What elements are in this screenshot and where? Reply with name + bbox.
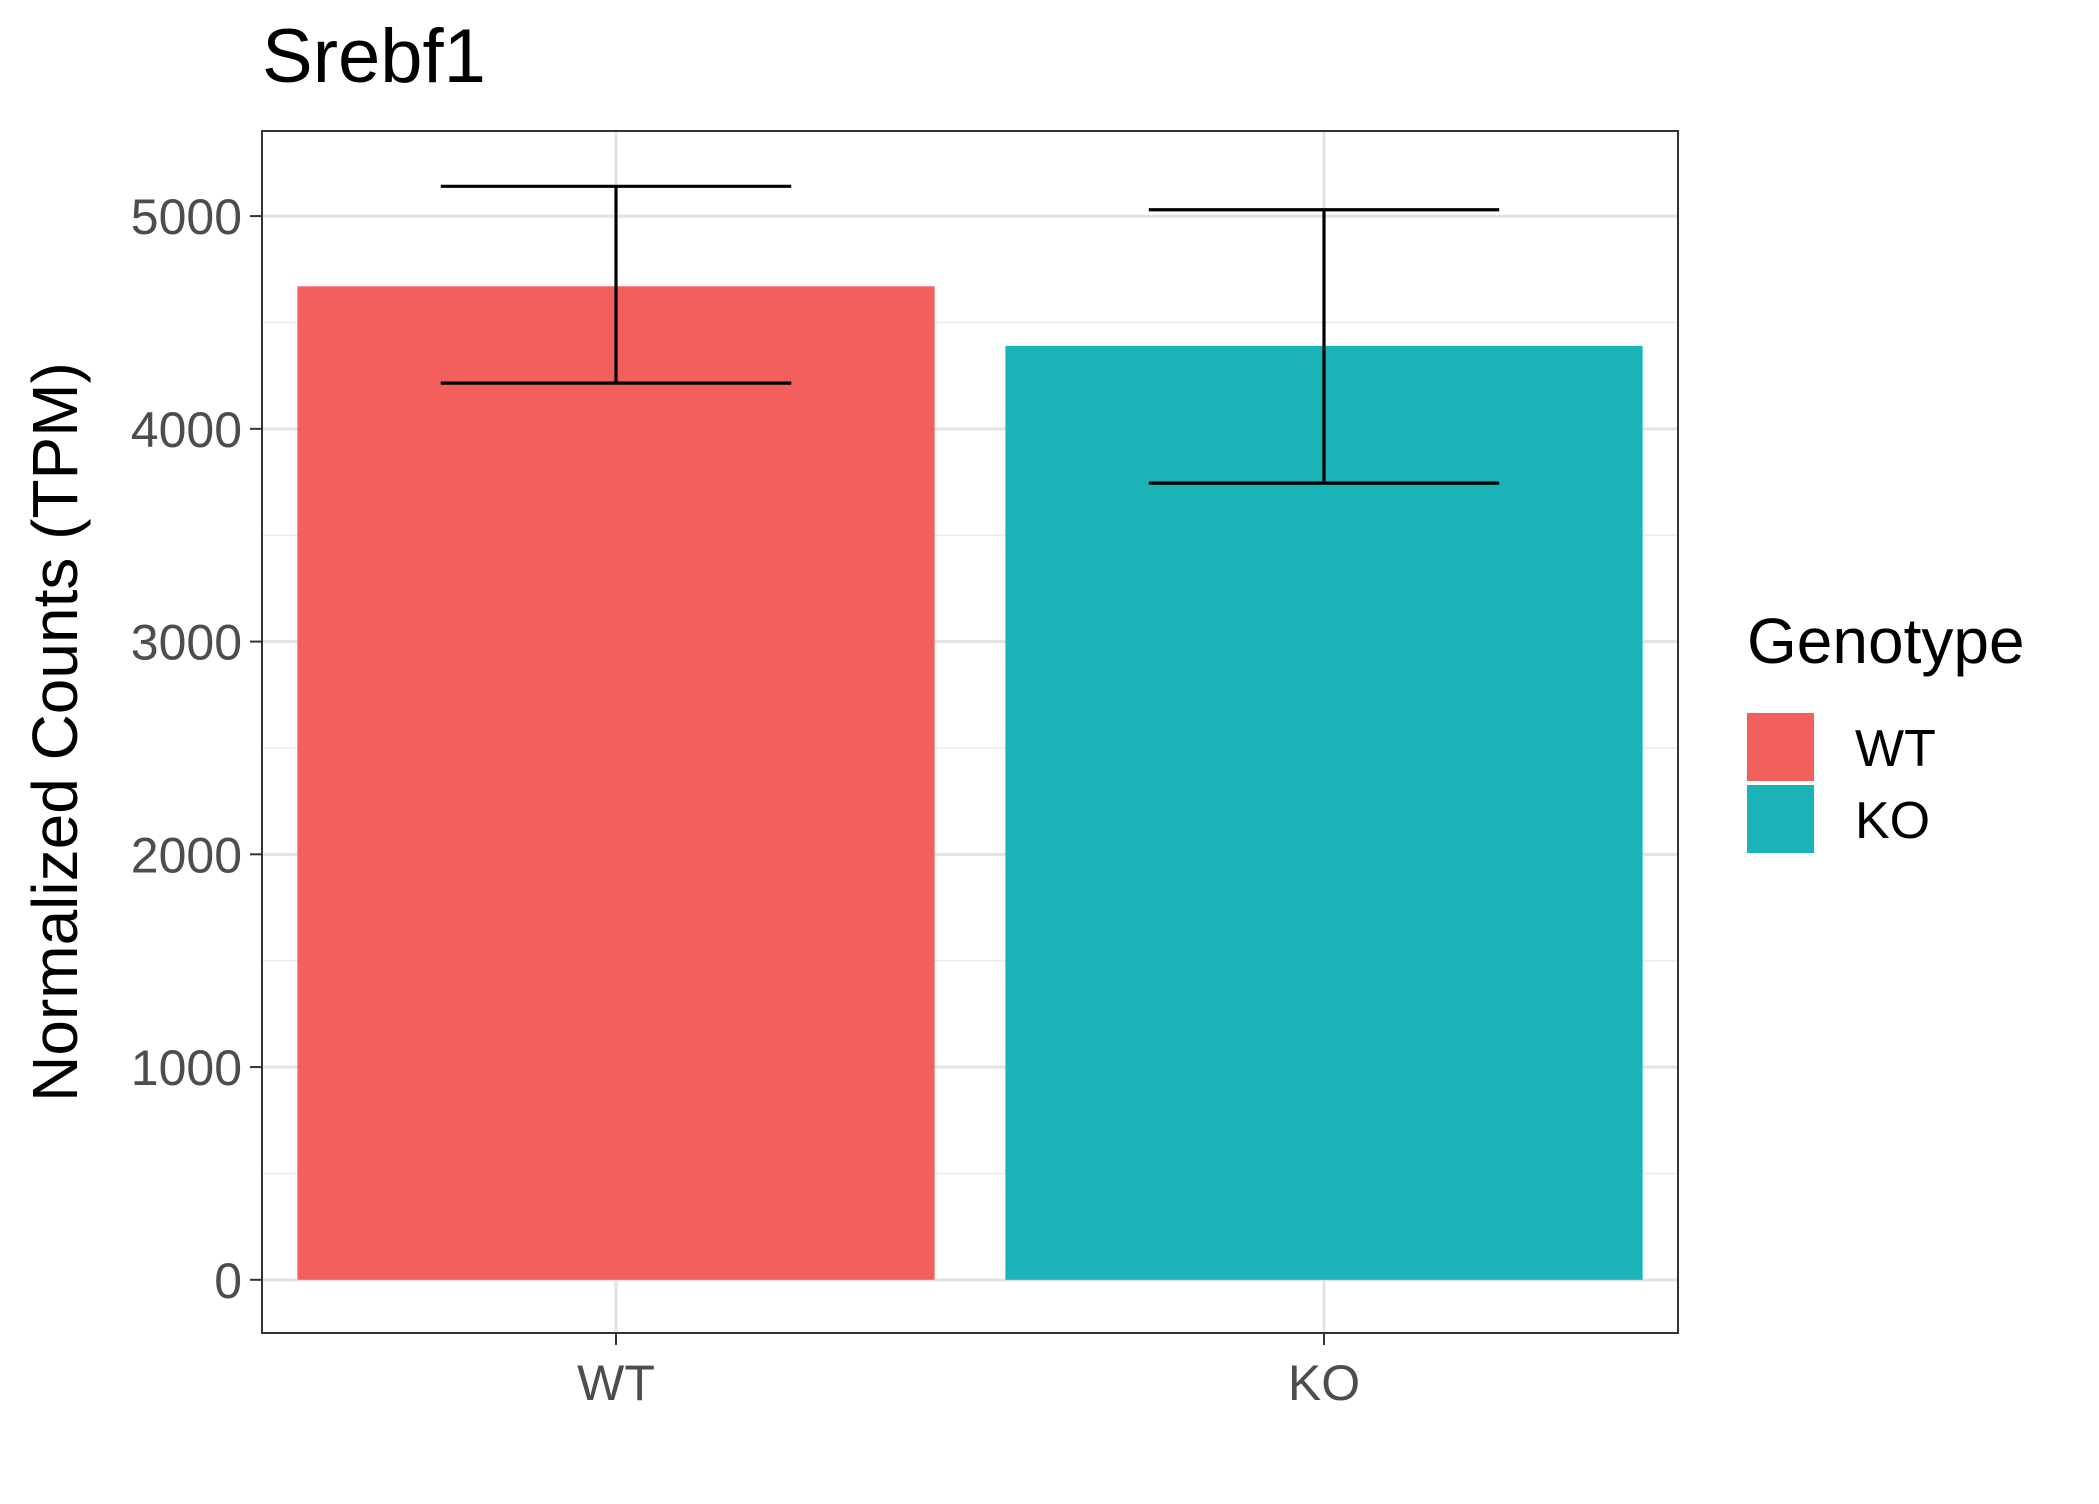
legend-key-ko <box>1747 785 1814 853</box>
y-tick-label: 2000 <box>131 827 242 883</box>
y-tick-label: 0 <box>214 1253 242 1309</box>
y-tick-label: 4000 <box>131 402 242 458</box>
legend: Genotype WT KO <box>1747 605 2025 853</box>
y-tick-label: 5000 <box>131 189 242 245</box>
legend-title: Genotype <box>1747 605 2025 677</box>
chart-title: Srebf1 <box>262 14 486 99</box>
legend-label-ko: KO <box>1855 792 1930 850</box>
error-bar-wt <box>440 184 792 385</box>
error-bar-ko <box>1148 208 1500 485</box>
legend-label-wt: WT <box>1855 720 1936 778</box>
error-bars <box>440 184 1500 485</box>
y-tick-label: 3000 <box>131 615 242 671</box>
bar-wt <box>297 286 935 1280</box>
bar-ko <box>1005 345 1643 1280</box>
bars <box>297 286 1643 1280</box>
plot-panel-border <box>261 130 1679 1334</box>
x-tick-label: WT <box>577 1355 655 1411</box>
y-axis-label: Normalized Counts (TPM) <box>19 362 91 1102</box>
axes: 0 1000 2000 3000 4000 5000 WT KO <box>131 189 1360 1411</box>
x-tick-label: KO <box>1288 1355 1360 1411</box>
legend-key-wt <box>1747 713 1814 781</box>
y-tick-label: 1000 <box>131 1040 242 1096</box>
